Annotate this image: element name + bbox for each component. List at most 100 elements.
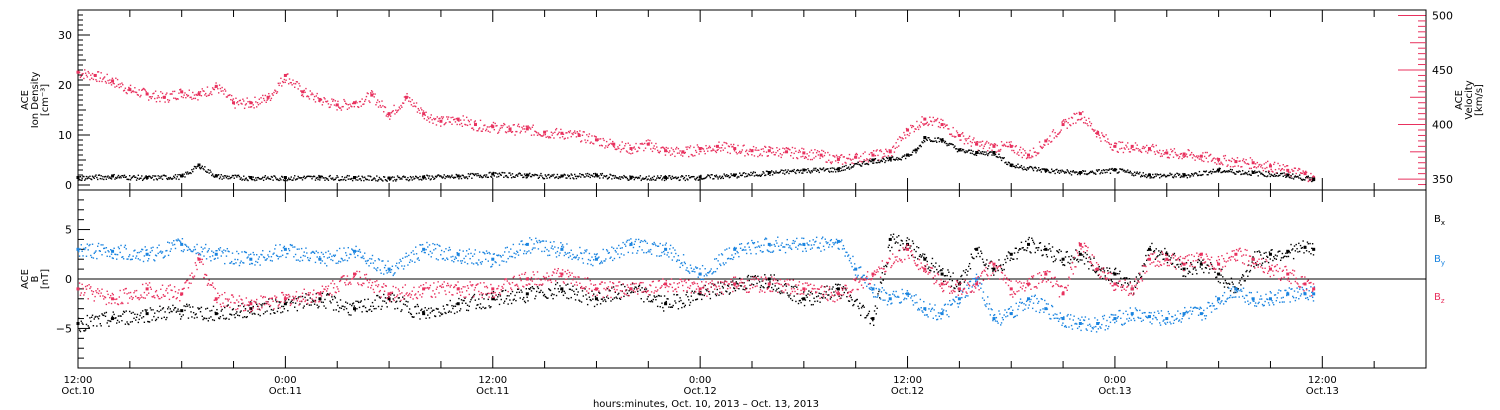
density-sample: [337, 176, 339, 179]
density-sample: [375, 179, 377, 182]
bx-sample: [401, 309, 403, 311]
bx-sample: [344, 306, 346, 308]
bx-sample: [378, 296, 381, 298]
velocity-sample: [1057, 133, 1060, 135]
density-sample: [650, 179, 653, 181]
bx-sample: [631, 291, 633, 293]
bx-sample: [930, 262, 933, 265]
bx-sample: [721, 285, 724, 288]
velocity-sample: [650, 142, 653, 144]
by-point: [1078, 322, 1082, 325]
bx-sample: [790, 297, 792, 300]
bx-sample: [1265, 251, 1267, 254]
velocity-sample: [144, 89, 146, 91]
velocity-sample: [397, 109, 400, 111]
density-sample: [146, 178, 148, 180]
by-point: [698, 272, 702, 276]
velocity-sample: [830, 162, 833, 165]
velocity-sample: [662, 146, 664, 148]
velocity-sample: [186, 95, 189, 97]
density-sample: [1065, 171, 1068, 174]
density-sample: [1278, 174, 1280, 177]
by-sample: [135, 255, 138, 257]
velocity-sample: [835, 154, 838, 157]
density-sample: [1201, 174, 1203, 176]
velocity-sample: [656, 149, 659, 152]
velocity-sample: [1313, 176, 1316, 178]
density-sample: [119, 175, 121, 178]
velocity-sample: [1209, 153, 1212, 156]
density-sample: [1042, 168, 1044, 171]
velocity-sample: [291, 84, 293, 86]
by-sample: [255, 260, 257, 263]
velocity-sample: [168, 99, 171, 102]
density-sample: [242, 178, 244, 181]
velocity-sample: [720, 147, 723, 149]
density-sample: [752, 171, 755, 173]
by-sample: [238, 264, 241, 267]
by-sample: [87, 249, 89, 251]
velocity-sample: [635, 142, 637, 145]
velocity-sample: [1060, 129, 1062, 131]
bx-sample: [982, 261, 985, 263]
bx-sample: [234, 316, 236, 319]
density-sample: [275, 178, 278, 181]
velocity-sample: [416, 111, 419, 113]
bx-sample: [1153, 250, 1156, 252]
velocity-sample: [175, 98, 178, 101]
velocity-sample: [591, 135, 593, 137]
bx-sample: [254, 313, 256, 315]
density-sample: [138, 178, 140, 180]
bx-sample: [212, 305, 215, 308]
bx-sample: [650, 300, 652, 303]
bx-sample: [936, 268, 938, 271]
bx-sample: [1010, 257, 1012, 259]
density-sample: [850, 167, 852, 169]
velocity-sample: [192, 91, 194, 94]
by-sample: [118, 247, 121, 250]
bx-sample: [1128, 278, 1131, 280]
bx-sample: [708, 293, 711, 295]
velocity-sample: [1202, 152, 1204, 154]
velocity-sample: [348, 107, 350, 109]
velocity-sample: [811, 158, 814, 161]
velocity-sample: [1289, 171, 1291, 174]
bx-sample: [1246, 269, 1248, 272]
bx-sample: [786, 292, 788, 294]
bx-sample: [933, 271, 935, 273]
bx-sample: [1270, 249, 1272, 251]
bx-sample: [1139, 276, 1142, 279]
density-sample: [1234, 173, 1236, 175]
bx-sample: [807, 293, 809, 295]
density-sample: [582, 174, 585, 176]
by-sample: [253, 253, 255, 256]
density-sample: [206, 171, 209, 173]
by-sample: [125, 248, 127, 250]
bx-sample: [947, 269, 949, 271]
density-point: [422, 175, 426, 179]
density-sample: [1272, 174, 1274, 177]
bx-sample: [759, 286, 762, 289]
velocity-point: [854, 155, 858, 159]
velocity-sample: [393, 104, 395, 107]
bx-sample: [180, 315, 183, 318]
bx-sample: [845, 289, 847, 291]
bx-sample: [278, 301, 280, 303]
density-sample: [1290, 174, 1292, 177]
bx-sample: [995, 265, 998, 267]
bx-sample: [770, 274, 772, 276]
density-sample: [438, 174, 440, 177]
velocity-point: [232, 101, 236, 105]
density-sample: [1167, 174, 1170, 177]
velocity-sample: [286, 73, 288, 76]
velocity-sample: [1205, 157, 1208, 159]
by-sample: [278, 256, 280, 258]
bx-sample: [329, 300, 331, 302]
bx-sample: [527, 300, 529, 302]
velocity-sample: [949, 133, 952, 136]
velocity-sample: [1168, 157, 1170, 159]
density-sample: [501, 171, 503, 174]
velocity-sample: [946, 124, 948, 126]
bx-sample: [178, 310, 180, 312]
